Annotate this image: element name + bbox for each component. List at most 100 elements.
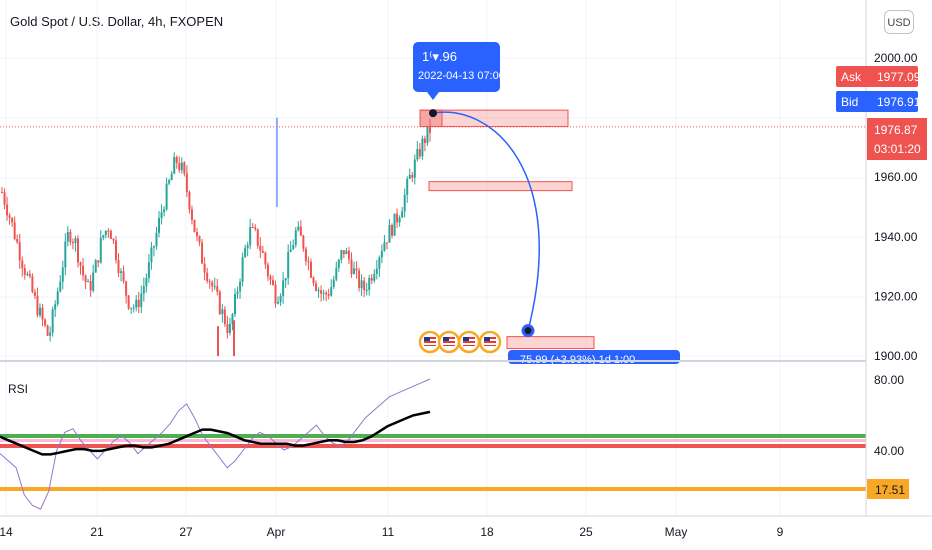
flag-stripes [463, 337, 475, 346]
candle-body [264, 252, 267, 265]
candle-body [368, 277, 371, 290]
candle-body [363, 280, 366, 291]
rsi-axis[interactable]: 80.00 40.00 [874, 373, 904, 458]
pane-separator[interactable] [0, 360, 866, 362]
candle-body [391, 224, 394, 236]
currency-button[interactable]: USD [884, 10, 914, 34]
news-flag-icon[interactable] [478, 330, 502, 354]
candle-body [82, 265, 85, 276]
candle-body [150, 247, 153, 263]
ask-value: 1977.09 [877, 70, 921, 84]
time-axis[interactable]: 14 21 27 Apr 11 18 25 May 9 [0, 525, 784, 539]
candle-body [378, 257, 381, 269]
news-flag-icon[interactable] [437, 330, 461, 354]
candle-body [218, 291, 221, 314]
candle-body [26, 273, 29, 275]
candle-body [408, 174, 411, 179]
candle-body [259, 245, 262, 251]
candle-body [8, 215, 11, 218]
chart-title: Gold Spot / U.S. Dollar, 4h, FXOPEN [10, 14, 224, 29]
candle-body [180, 162, 183, 171]
candle-body [416, 149, 419, 160]
candle-body [145, 277, 148, 287]
candle-body [284, 278, 287, 281]
candle-body [89, 281, 92, 291]
candle-body [423, 138, 426, 144]
price-tick: 2000.00 [874, 51, 918, 65]
candle-body [54, 304, 57, 310]
candle-body [109, 230, 112, 239]
candle-body [51, 309, 54, 333]
candle-body [353, 268, 356, 274]
flag-stripe-white [424, 343, 436, 345]
time-tick: May [665, 525, 688, 539]
news-flag-icon[interactable] [457, 330, 481, 354]
candle-body [117, 259, 120, 274]
bid-badge: Bid 1976.91 [836, 91, 921, 112]
candle-body [216, 286, 219, 292]
time-tick: 18 [480, 525, 494, 539]
candle-body [325, 292, 328, 295]
projection-arrow[interactable] [432, 111, 540, 331]
candle-body [320, 290, 323, 294]
news-flags[interactable] [418, 330, 502, 354]
candle-body [421, 138, 424, 157]
candle-body [137, 299, 140, 308]
candle-body [168, 180, 171, 184]
candle-body [185, 173, 188, 192]
candle-body [330, 287, 333, 296]
candle-body [46, 325, 49, 336]
candle-body [125, 281, 128, 296]
candle-body [249, 226, 252, 246]
candle-body [327, 294, 330, 296]
candle-body [254, 227, 257, 230]
candles [1, 117, 431, 356]
candle-body [358, 270, 361, 289]
flag-stripes [443, 337, 455, 346]
rsi-mid-band [0, 439, 866, 442]
candle-body [396, 213, 399, 223]
candle-body [340, 250, 343, 260]
candle-body [33, 292, 36, 296]
candle-body [292, 244, 295, 250]
candle-body [190, 209, 193, 220]
flag-stripes [484, 337, 496, 346]
candle-body [297, 226, 300, 231]
candle-body [388, 224, 391, 243]
price-axis[interactable]: 2000.00 1960.00 1940.00 1920.00 1900.00 [874, 51, 918, 363]
candle-body [256, 229, 259, 246]
candle-body [23, 268, 26, 275]
candle-body [175, 157, 178, 163]
candle-body [365, 289, 368, 291]
price-tick: 1940.00 [874, 230, 918, 244]
arrow-end-point[interactable] [521, 324, 535, 338]
candle-body [198, 236, 201, 243]
candle-body [208, 281, 211, 283]
time-tick: Apr [267, 525, 286, 539]
candle-body [196, 231, 199, 237]
news-flag-icon[interactable] [418, 330, 442, 354]
countdown: 03:01:20 [874, 142, 921, 156]
rsi-ma-line [0, 410, 431, 456]
candle-body [84, 275, 87, 282]
rsi-yellow-line [0, 487, 866, 491]
candle-body [274, 284, 277, 304]
candle-body [213, 286, 216, 288]
candle-body [233, 293, 236, 315]
callout-bottom: 75.99 (+3.93%) 1d 1:00 [508, 350, 680, 366]
candle-body [322, 292, 325, 294]
arrow-start-point[interactable] [429, 109, 437, 118]
candle-body [41, 307, 44, 320]
candle-body [236, 291, 239, 294]
candle-body [79, 262, 82, 266]
candle-body [332, 279, 335, 288]
candle-body [350, 259, 353, 274]
candle-body [239, 281, 242, 292]
candle-body [228, 324, 231, 333]
candle-body [282, 280, 285, 296]
candle-body [127, 295, 130, 309]
candle-body [335, 267, 338, 280]
candle-body [309, 261, 312, 278]
candle-body [69, 231, 72, 243]
